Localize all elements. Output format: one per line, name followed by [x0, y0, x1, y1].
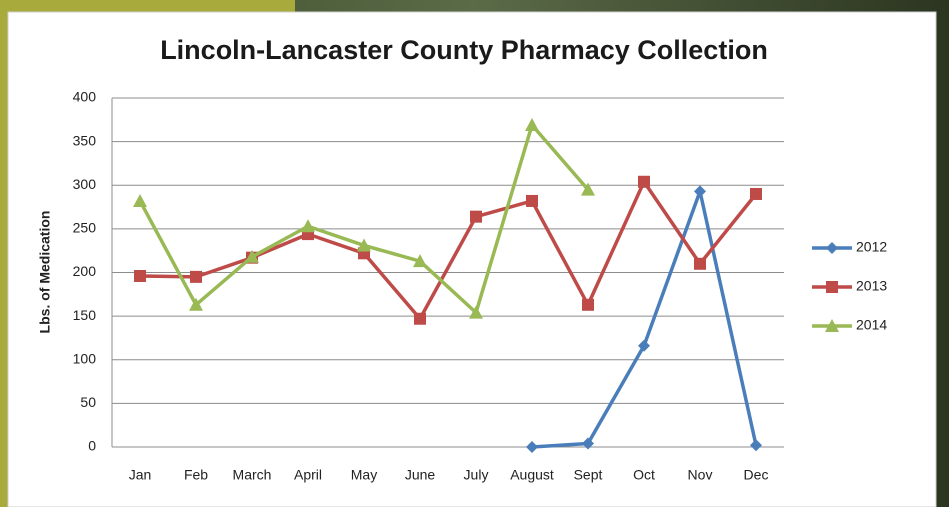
marker	[526, 441, 538, 453]
marker	[582, 437, 594, 450]
x-tick-label: Nov	[688, 467, 713, 483]
x-tick-label: Jan	[129, 467, 152, 483]
y-tick-label: 150	[73, 307, 97, 323]
x-tick-label: July	[464, 467, 489, 483]
y-tick-label: 200	[73, 263, 97, 279]
legend-label: 2014	[856, 317, 887, 333]
y-tick-label: 350	[73, 132, 97, 148]
chart-title: Lincoln-Lancaster County Pharmacy Collec…	[160, 35, 768, 65]
y-tick-label: 50	[80, 394, 96, 410]
x-tick-label: March	[233, 467, 272, 483]
marker	[826, 281, 838, 293]
marker	[750, 439, 762, 452]
marker	[470, 210, 482, 223]
series-line	[139, 180, 758, 321]
marker	[301, 219, 315, 233]
marker	[581, 182, 595, 196]
x-tick-label: August	[510, 467, 554, 483]
marker	[638, 175, 650, 188]
x-tick-label: June	[405, 467, 436, 483]
y-tick-label: 400	[73, 89, 97, 105]
x-tick-label: Dec	[744, 467, 769, 483]
x-tick-label: April	[294, 467, 322, 483]
marker	[469, 305, 483, 319]
marker	[190, 270, 202, 283]
marker	[189, 297, 203, 311]
y-tick-label: 250	[73, 220, 97, 236]
marker	[825, 319, 839, 332]
chart-panel	[7, 11, 937, 507]
marker	[134, 269, 146, 282]
marker	[245, 249, 259, 263]
marker	[694, 185, 706, 198]
legend-label: 2012	[856, 239, 887, 255]
marker	[750, 187, 762, 200]
marker	[638, 339, 650, 352]
legend-label: 2013	[856, 278, 887, 294]
y-tick-label: 0	[88, 438, 96, 454]
y-tick-label: 300	[73, 176, 97, 192]
marker	[826, 242, 838, 254]
y-tick-label: 100	[73, 350, 97, 366]
marker	[414, 312, 426, 325]
x-tick-label: May	[351, 467, 377, 483]
x-tick-label: Feb	[184, 467, 208, 483]
marker	[694, 257, 706, 270]
marker	[413, 254, 427, 268]
x-tick-label: Oct	[633, 467, 655, 483]
marker	[133, 193, 147, 207]
y-axis-label: Lbs. of Medication	[37, 211, 53, 334]
marker	[357, 238, 371, 252]
marker	[525, 118, 539, 132]
marker	[582, 298, 594, 311]
marker	[526, 194, 538, 207]
x-tick-label: Sept	[574, 467, 603, 483]
